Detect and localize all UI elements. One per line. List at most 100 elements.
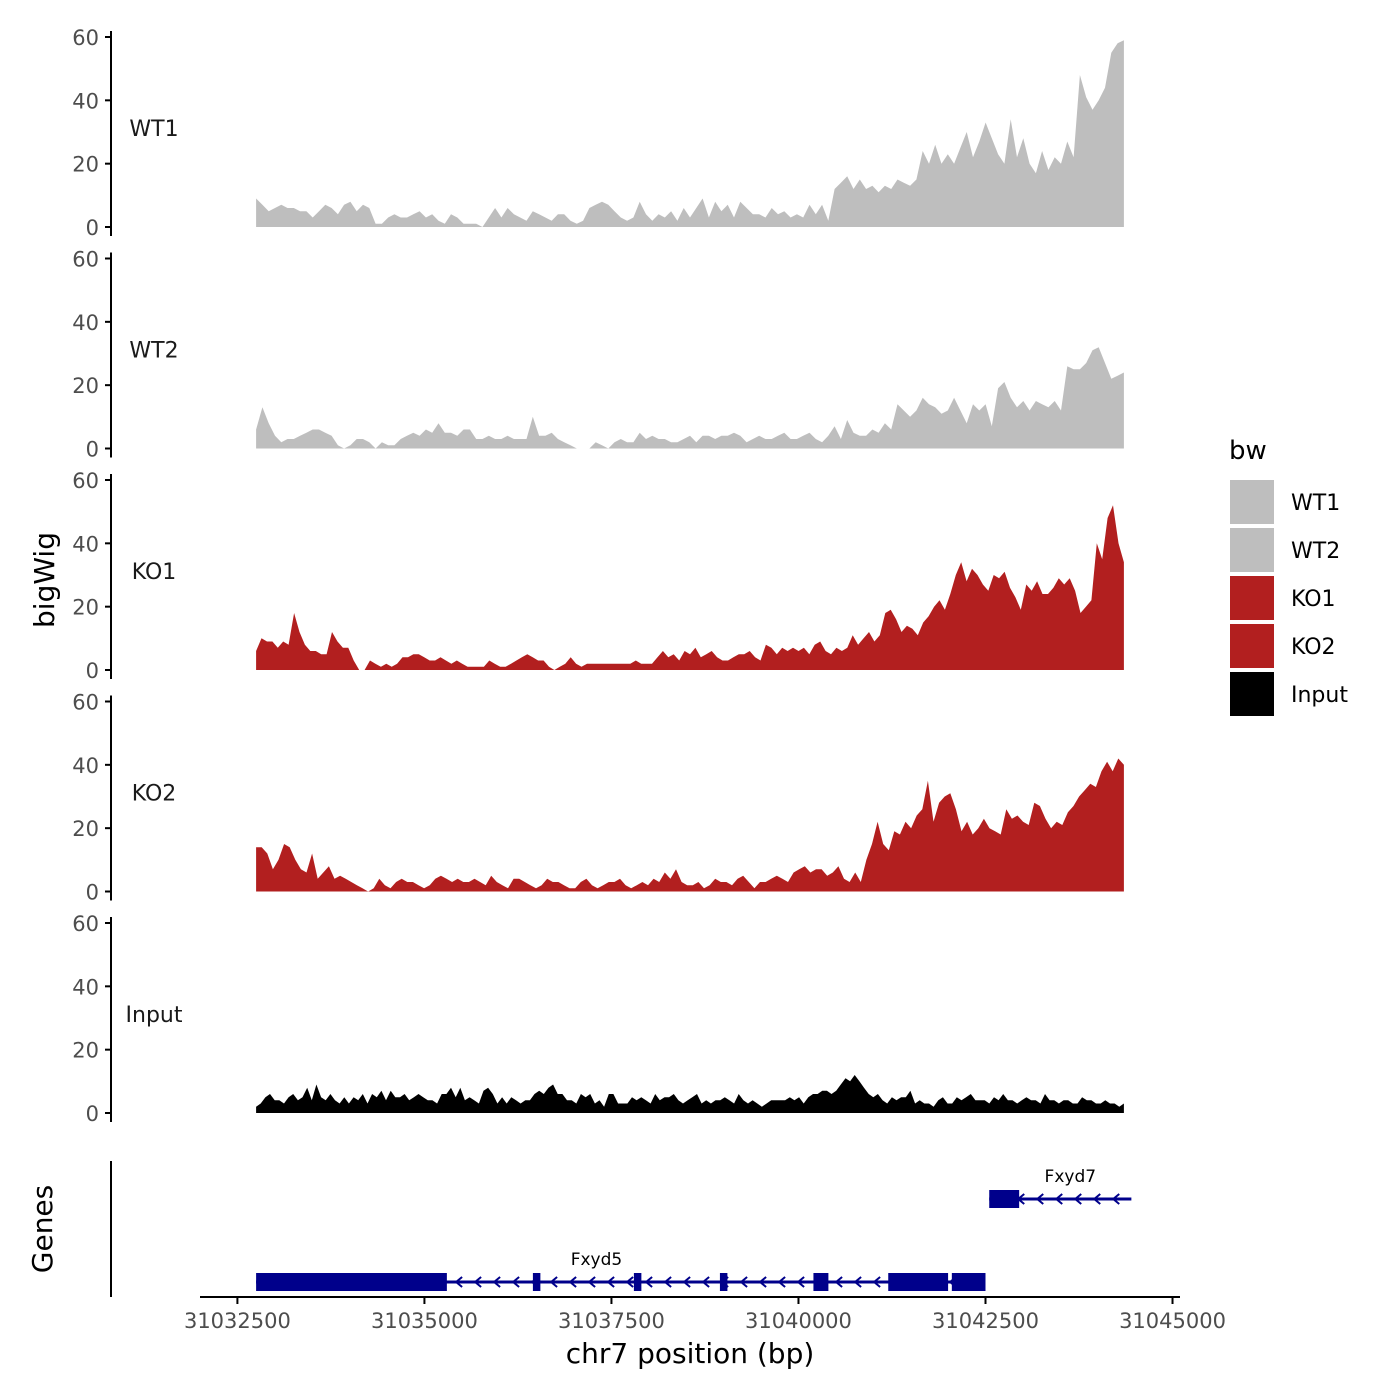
gene-name-label: Fxyd5 [571, 1250, 623, 1270]
y-tick-label: 20 [72, 1039, 99, 1063]
legend-title: bw [1229, 436, 1267, 466]
legend-swatch [1230, 480, 1274, 524]
gene-exon [532, 1273, 541, 1291]
y-tick-label: 0 [86, 659, 99, 683]
legend-swatch [1230, 672, 1274, 716]
track-label: WT2 [129, 338, 178, 363]
track-label: Input [126, 1003, 183, 1028]
track-panel-wt1: 0 20 40 60 WT1 [72, 26, 1124, 240]
strand-arrow [644, 1276, 653, 1288]
x-axis-title: chr7 position (bp) [566, 1337, 815, 1370]
y-tick-label: 20 [72, 153, 99, 177]
legend-item-wt1: WT1 [1230, 480, 1340, 524]
x-tick-label: 31032500 [184, 1309, 291, 1333]
gene-name-label: Fxyd7 [1045, 1167, 1097, 1187]
legend-item-ko2: KO2 [1230, 624, 1336, 668]
track-panel-ko2: 0 20 40 60 KO2 [72, 691, 1124, 905]
legend-items: WT1 WT2 KO1 KO2 Input [1230, 480, 1348, 716]
gene-exon [989, 1190, 1020, 1208]
strand-arrow [568, 1276, 577, 1288]
gene-exon [633, 1273, 642, 1291]
strand-arrow [739, 1276, 748, 1288]
x-tick-label: 31045000 [1119, 1309, 1226, 1333]
strand-arrow [473, 1276, 482, 1288]
y-tick-label: 20 [72, 817, 99, 841]
strand-arrow [834, 1276, 843, 1288]
strand-arrow [1092, 1193, 1101, 1205]
signal-area-ko1 [256, 505, 1124, 670]
signal-area-input [256, 1075, 1124, 1113]
strand-arrow [625, 1276, 634, 1288]
strand-arrow [663, 1276, 672, 1288]
gene-track: Genes Fxyd7 Fxyd5 [26, 1161, 1132, 1297]
y-tick-label: 0 [86, 881, 99, 905]
strand-arrow [682, 1276, 691, 1288]
gene-fxyd7: Fxyd7 [989, 1167, 1132, 1208]
x-axis-ticks: 31032500 31035000 31037500 31040000 31042500… [184, 1297, 1226, 1333]
legend-item-ko1: KO1 [1230, 576, 1336, 620]
x-tick-label: 31037500 [558, 1309, 665, 1333]
legend-label: KO1 [1291, 587, 1336, 612]
strand-arrow [511, 1276, 520, 1288]
signal-area-wt1 [256, 40, 1124, 228]
track-label: WT1 [129, 117, 178, 142]
track-label: KO1 [132, 560, 177, 585]
y-tick-label: 40 [72, 975, 99, 999]
y-axis-title: bigWig [28, 532, 61, 628]
strand-arrow [758, 1276, 767, 1288]
y-tick-label: 60 [72, 469, 99, 493]
x-axis: 31032500 31035000 31037500 31040000 31042500… [184, 1296, 1226, 1370]
strand-arrow [777, 1276, 786, 1288]
y-tick-label: 60 [72, 912, 99, 936]
y-tick-label: 0 [86, 1102, 99, 1126]
y-tick-label: 0 [86, 216, 99, 240]
track-panel-input: 0 20 40 60 Input [72, 912, 1124, 1126]
y-tick-label: 60 [72, 26, 99, 50]
strand-arrow [701, 1276, 710, 1288]
legend-label: WT2 [1291, 539, 1340, 564]
legend-item-input: Input [1230, 672, 1348, 716]
strand-arrow [492, 1276, 501, 1288]
y-tick-label: 40 [72, 754, 99, 778]
legend-label: KO2 [1291, 635, 1336, 660]
strand-arrow [606, 1276, 615, 1288]
track-panels: 0 20 40 60 WT1 0 20 40 60 WT2 0 20 40 60 KO1 0 20 40 60 KO2… [72, 26, 1124, 1126]
x-tick-label: 31040000 [745, 1309, 852, 1333]
y-tick-label: 60 [72, 691, 99, 715]
x-tick-label: 31042500 [932, 1309, 1039, 1333]
strand-arrow [796, 1276, 805, 1288]
y-tick-label: 40 [72, 532, 99, 556]
legend-swatch [1230, 576, 1274, 620]
legend: bw WT1 WT2 KO1 KO2 Input [1229, 436, 1348, 716]
strand-arrow [1054, 1193, 1063, 1205]
gene-exon [888, 1273, 911, 1291]
genes-axis-title: Genes [26, 1185, 59, 1273]
signal-area-ko2 [256, 758, 1124, 892]
track-panel-ko1: 0 20 40 60 KO1 [72, 469, 1124, 683]
legend-swatch [1230, 624, 1274, 668]
gene-exon [906, 1273, 949, 1291]
strand-arrow [1073, 1193, 1082, 1205]
gene-exon [719, 1273, 728, 1291]
strand-arrow [1035, 1193, 1044, 1205]
legend-item-wt2: WT2 [1230, 528, 1340, 572]
x-tick-label: 31035000 [371, 1309, 478, 1333]
track-panel-wt2: 0 20 40 60 WT2 [72, 248, 1124, 462]
strand-arrow [853, 1276, 862, 1288]
gene-exon [951, 1273, 986, 1291]
y-tick-label: 60 [72, 248, 99, 272]
y-tick-label: 0 [86, 438, 99, 462]
strand-arrow [1111, 1193, 1120, 1205]
gene-fxyd5: Fxyd5 [256, 1250, 986, 1291]
legend-label: WT1 [1291, 491, 1340, 516]
signal-area-wt2 [256, 347, 1124, 449]
track-label: KO2 [132, 781, 177, 806]
y-tick-label: 20 [72, 374, 99, 398]
strand-arrow [549, 1276, 558, 1288]
y-tick-label: 20 [72, 596, 99, 620]
y-tick-label: 40 [72, 89, 99, 113]
strand-arrow [872, 1276, 881, 1288]
legend-label: Input [1291, 683, 1348, 708]
strand-arrow [587, 1276, 596, 1288]
